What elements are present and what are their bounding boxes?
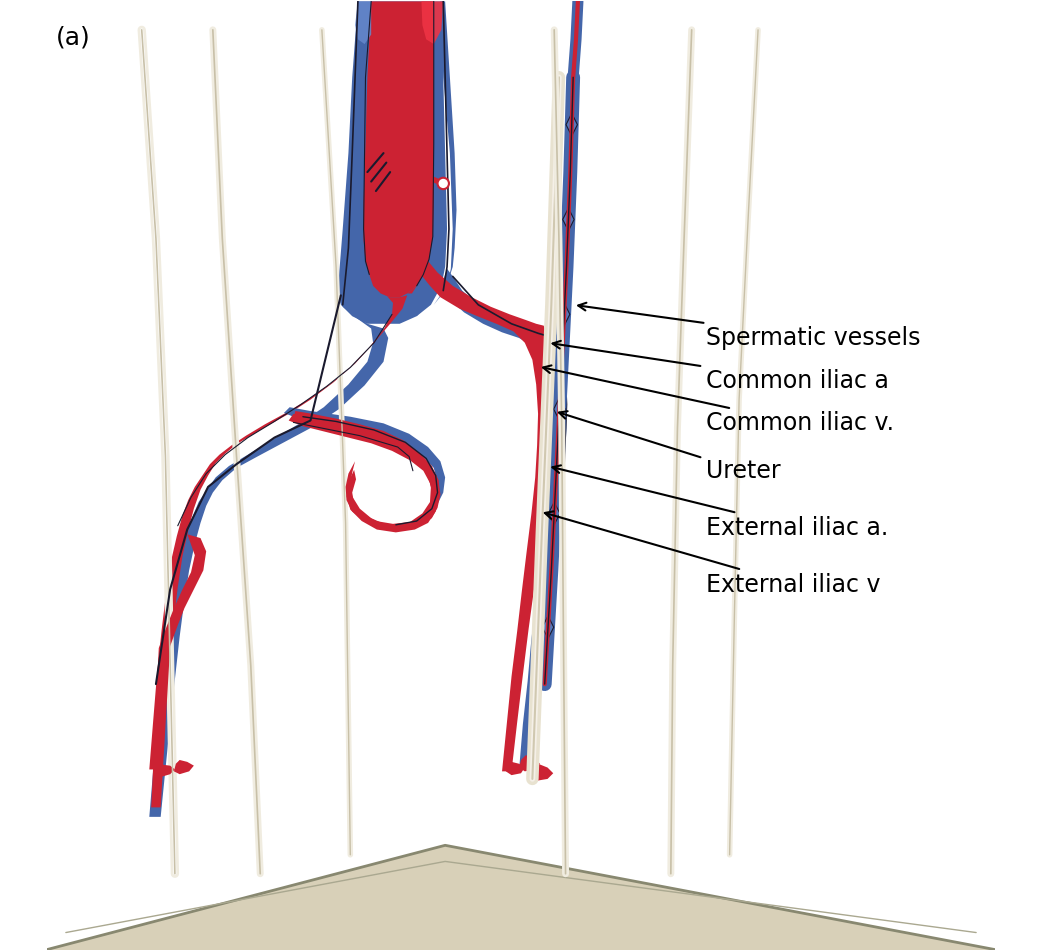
Polygon shape <box>407 262 553 771</box>
Polygon shape <box>289 414 441 528</box>
Polygon shape <box>505 762 525 775</box>
Polygon shape <box>553 398 565 420</box>
Polygon shape <box>355 1 371 44</box>
Polygon shape <box>156 765 175 777</box>
Text: (a): (a) <box>56 25 91 49</box>
Text: External iliac v: External iliac v <box>545 512 880 596</box>
Text: Spermatic vessels: Spermatic vessels <box>578 302 920 350</box>
Text: Common iliac v.: Common iliac v. <box>543 365 894 436</box>
Polygon shape <box>364 1 433 298</box>
Polygon shape <box>149 305 389 817</box>
Polygon shape <box>294 411 440 533</box>
Polygon shape <box>563 208 574 231</box>
Text: External iliac a.: External iliac a. <box>552 465 888 539</box>
Polygon shape <box>519 755 540 771</box>
Circle shape <box>438 178 449 189</box>
Polygon shape <box>151 534 206 807</box>
Polygon shape <box>542 616 553 638</box>
Polygon shape <box>47 845 995 951</box>
Polygon shape <box>566 113 577 136</box>
Polygon shape <box>559 303 570 325</box>
Polygon shape <box>337 1 447 323</box>
Polygon shape <box>420 172 443 185</box>
Text: Ureter: Ureter <box>560 411 780 483</box>
Polygon shape <box>531 764 553 781</box>
Text: Common iliac a: Common iliac a <box>552 340 889 393</box>
Polygon shape <box>415 269 567 769</box>
Polygon shape <box>548 502 560 525</box>
Polygon shape <box>359 1 456 305</box>
Polygon shape <box>421 1 443 44</box>
Polygon shape <box>174 760 194 774</box>
Polygon shape <box>283 407 445 506</box>
Polygon shape <box>149 294 407 769</box>
